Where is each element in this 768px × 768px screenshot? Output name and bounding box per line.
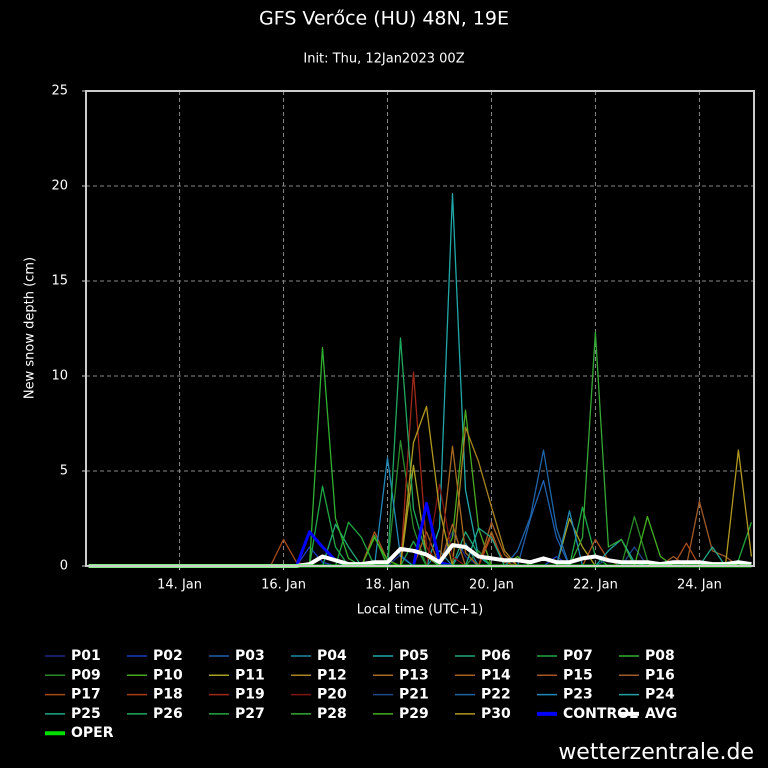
y-tick-label: 0 <box>60 559 68 574</box>
legend-label: P30 <box>481 706 511 722</box>
legend-label: P12 <box>317 667 347 683</box>
legend-label: P09 <box>71 667 101 683</box>
legend-label: OPER <box>71 725 114 741</box>
x-tick-label: 22. Jan <box>573 578 618 593</box>
x-tick-label: 20. Jan <box>469 578 514 593</box>
y-tick-label: 15 <box>51 274 68 289</box>
legend-label: P05 <box>399 648 429 664</box>
legend-label: P15 <box>563 667 593 683</box>
y-tick-label: 25 <box>51 84 68 99</box>
legend-label: P17 <box>71 687 101 703</box>
y-tick-label: 5 <box>60 464 68 479</box>
x-tick-label: 18. Jan <box>365 578 410 593</box>
legend-label: P25 <box>71 706 101 722</box>
legend-label: P29 <box>399 706 429 722</box>
legend-label: P18 <box>153 687 183 703</box>
legend-label: P20 <box>317 687 347 703</box>
legend-label: P23 <box>563 687 593 703</box>
legend-label: P24 <box>645 687 675 703</box>
legend-label: P14 <box>481 667 511 683</box>
legend-label: P07 <box>563 648 593 664</box>
legend-label: P02 <box>153 648 183 664</box>
y-axis-label: New snow depth (cm) <box>23 257 38 399</box>
series-line <box>88 543 752 568</box>
chart-title: GFS Verőce (HU) 48N, 19E <box>259 8 509 30</box>
legend-label: AVG <box>645 706 677 722</box>
legend-label: P04 <box>317 648 347 664</box>
y-tick-label: 10 <box>51 369 68 384</box>
x-tick-label: 14. Jan <box>157 578 202 593</box>
legend-label: P10 <box>153 667 183 683</box>
watermark: wetterzentrale.de <box>558 740 754 765</box>
chart-subtitle: Init: Thu, 12Jan2023 00Z <box>303 52 464 67</box>
x-tick-label: 24. Jan <box>677 578 722 593</box>
legend-label: P27 <box>235 706 265 722</box>
legend-label: P22 <box>481 687 511 703</box>
plot-frame <box>85 90 755 567</box>
legend-label: P03 <box>235 648 265 664</box>
legend-label: P06 <box>481 648 511 664</box>
x-axis-label: Local time (UTC+1) <box>357 603 483 618</box>
legend-label: P19 <box>235 687 265 703</box>
x-tick-label: 16. Jan <box>261 578 306 593</box>
legend-label: P08 <box>645 648 675 664</box>
legend-label: P01 <box>71 648 101 664</box>
legend-label: P28 <box>317 706 347 722</box>
legend-label: P13 <box>399 667 429 683</box>
legend-label: P16 <box>645 667 675 683</box>
legend-label: CONTROL <box>563 706 638 722</box>
legend-label: P11 <box>235 667 265 683</box>
y-tick-label: 20 <box>51 179 68 194</box>
legend-label: P21 <box>399 687 429 703</box>
legend-label: P26 <box>153 706 183 722</box>
